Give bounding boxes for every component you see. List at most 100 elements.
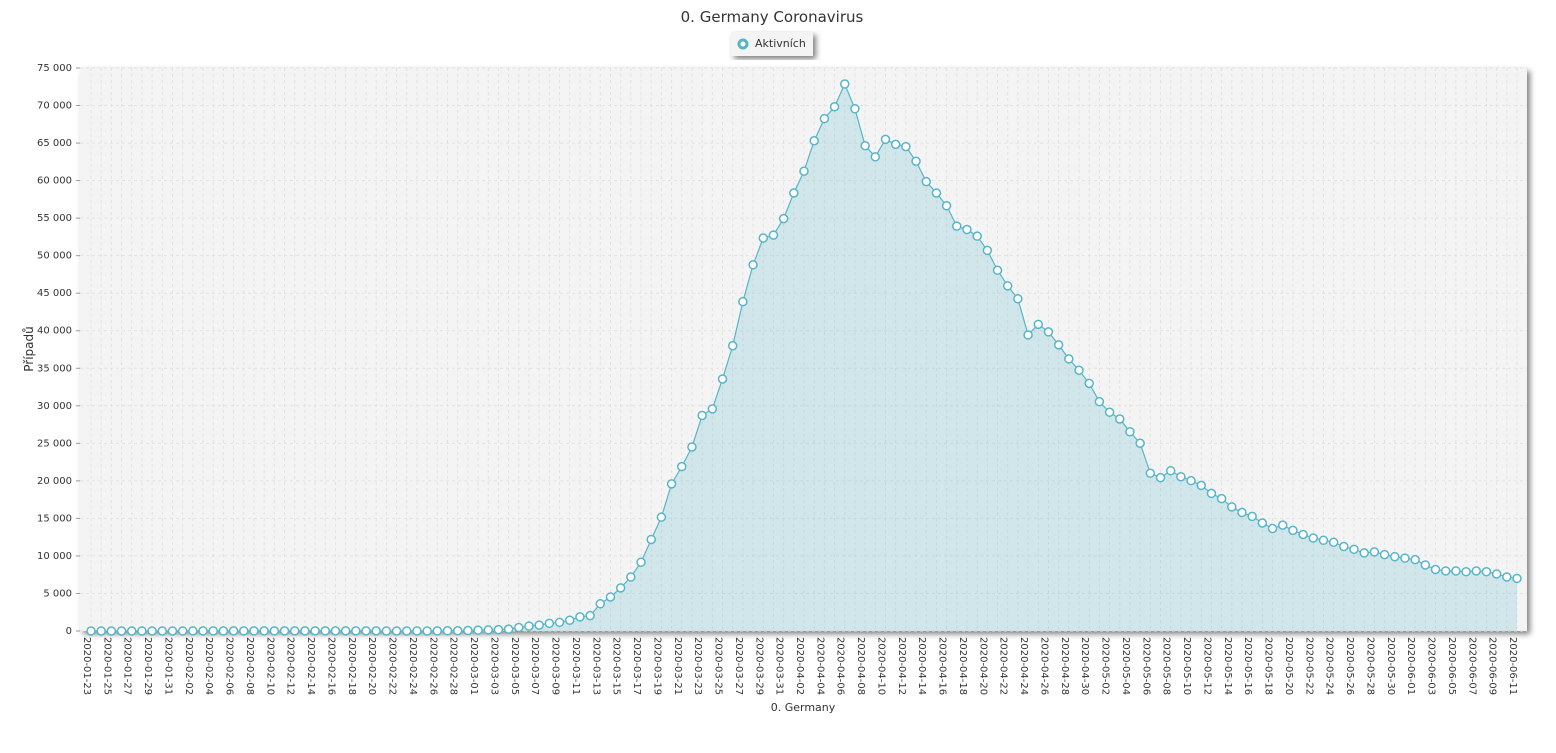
x-tick-label: 2020-03-07 bbox=[529, 637, 540, 695]
point bbox=[167, 626, 178, 636]
point bbox=[300, 626, 310, 636]
x-tick-label: 2020-03-23 bbox=[692, 637, 703, 695]
point bbox=[931, 188, 942, 198]
y-tick-label: 5 000 bbox=[43, 588, 72, 599]
point bbox=[636, 557, 646, 567]
x-tick-label: 2020-03-13 bbox=[590, 637, 601, 695]
point bbox=[554, 617, 565, 628]
y-tick-label: 0 bbox=[66, 626, 72, 637]
point bbox=[1339, 541, 1349, 552]
point bbox=[575, 612, 585, 622]
x-tick-label: 2020-01-23 bbox=[81, 637, 92, 695]
x-tick-label: 2020-05-12 bbox=[1201, 637, 1212, 695]
point bbox=[829, 101, 840, 112]
point bbox=[727, 341, 738, 351]
point bbox=[1277, 520, 1288, 530]
x-tick-label: 2020-05-02 bbox=[1100, 637, 1111, 695]
point bbox=[198, 626, 208, 636]
x-tick-label: 2020-03-11 bbox=[570, 637, 581, 695]
point bbox=[605, 592, 616, 602]
x-tick-label: 2020-04-30 bbox=[1079, 637, 1090, 695]
y-tick-label: 65 000 bbox=[37, 138, 72, 149]
x-tick-label: 2020-03-29 bbox=[753, 637, 764, 695]
point bbox=[799, 166, 809, 176]
point bbox=[524, 621, 534, 631]
point bbox=[239, 626, 249, 636]
y-tick-label: 45 000 bbox=[37, 288, 72, 299]
point bbox=[941, 201, 952, 211]
point bbox=[809, 135, 819, 146]
x-tick-label: 2020-04-20 bbox=[977, 637, 988, 695]
point bbox=[534, 620, 544, 630]
x-tick-label: 2020-01-29 bbox=[142, 637, 153, 695]
point bbox=[1094, 396, 1105, 407]
point bbox=[126, 626, 137, 636]
point bbox=[463, 625, 473, 636]
point bbox=[666, 479, 677, 489]
y-tick-label: 30 000 bbox=[37, 401, 72, 412]
point bbox=[361, 626, 371, 636]
x-tick-label: 2020-03-21 bbox=[672, 637, 683, 695]
point bbox=[1002, 281, 1013, 291]
point bbox=[371, 626, 381, 636]
y-tick-label: 55 000 bbox=[37, 213, 72, 224]
x-tick-label: 2020-02-10 bbox=[264, 637, 275, 695]
point bbox=[595, 599, 606, 609]
y-tick-label: 20 000 bbox=[37, 476, 72, 487]
x-tick-label: 2020-02-24 bbox=[407, 637, 418, 695]
point bbox=[890, 139, 901, 150]
x-tick-label: 2020-02-22 bbox=[387, 637, 398, 695]
point bbox=[1074, 365, 1084, 375]
point bbox=[1115, 414, 1125, 424]
point bbox=[982, 245, 993, 256]
x-tick-label: 2020-03-19 bbox=[651, 637, 662, 695]
x-axis-title: 0. Germany bbox=[771, 701, 836, 714]
point bbox=[972, 231, 982, 241]
point bbox=[289, 626, 300, 636]
legend-symbol bbox=[737, 38, 749, 50]
x-tick-label: 2020-02-28 bbox=[448, 637, 459, 695]
x-tick-label: 2020-04-14 bbox=[916, 637, 927, 695]
point bbox=[1420, 560, 1431, 570]
point bbox=[228, 626, 239, 636]
point bbox=[1084, 378, 1094, 389]
x-tick-label: 2020-02-12 bbox=[285, 637, 296, 695]
point bbox=[697, 410, 707, 421]
point bbox=[1288, 525, 1298, 536]
point bbox=[1043, 327, 1054, 337]
y-tick-label: 75 000 bbox=[37, 63, 72, 74]
point bbox=[1125, 427, 1135, 437]
point bbox=[880, 134, 891, 145]
point bbox=[544, 618, 555, 629]
point bbox=[412, 626, 422, 636]
point bbox=[1135, 438, 1145, 449]
point bbox=[850, 104, 860, 114]
point bbox=[646, 534, 656, 545]
point bbox=[1471, 566, 1482, 576]
chart-title: 0. Germany Coronavirus bbox=[681, 8, 864, 26]
point bbox=[1390, 551, 1400, 562]
point bbox=[1227, 502, 1237, 512]
point bbox=[901, 141, 911, 152]
point bbox=[320, 626, 331, 636]
point bbox=[259, 626, 269, 636]
x-tick-label: 2020-05-08 bbox=[1161, 637, 1172, 695]
point bbox=[1104, 407, 1115, 417]
point bbox=[992, 265, 1003, 275]
point bbox=[1186, 475, 1196, 486]
x-tick-label: 2020-05-14 bbox=[1222, 637, 1233, 695]
y-tick-label: 60 000 bbox=[37, 176, 72, 187]
point bbox=[1359, 548, 1369, 558]
point bbox=[870, 152, 881, 162]
x-tick-label: 2020-02-26 bbox=[427, 637, 438, 695]
point bbox=[656, 512, 667, 522]
x-tick-label: 2020-05-26 bbox=[1344, 637, 1355, 695]
point bbox=[1064, 354, 1074, 364]
x-tick-label: 2020-06-03 bbox=[1426, 637, 1437, 695]
x-tick-label: 2020-06-05 bbox=[1446, 637, 1457, 695]
point bbox=[503, 624, 514, 634]
point bbox=[1430, 564, 1441, 575]
x-tick-label: 2020-03-31 bbox=[774, 637, 785, 695]
point bbox=[1318, 535, 1329, 546]
